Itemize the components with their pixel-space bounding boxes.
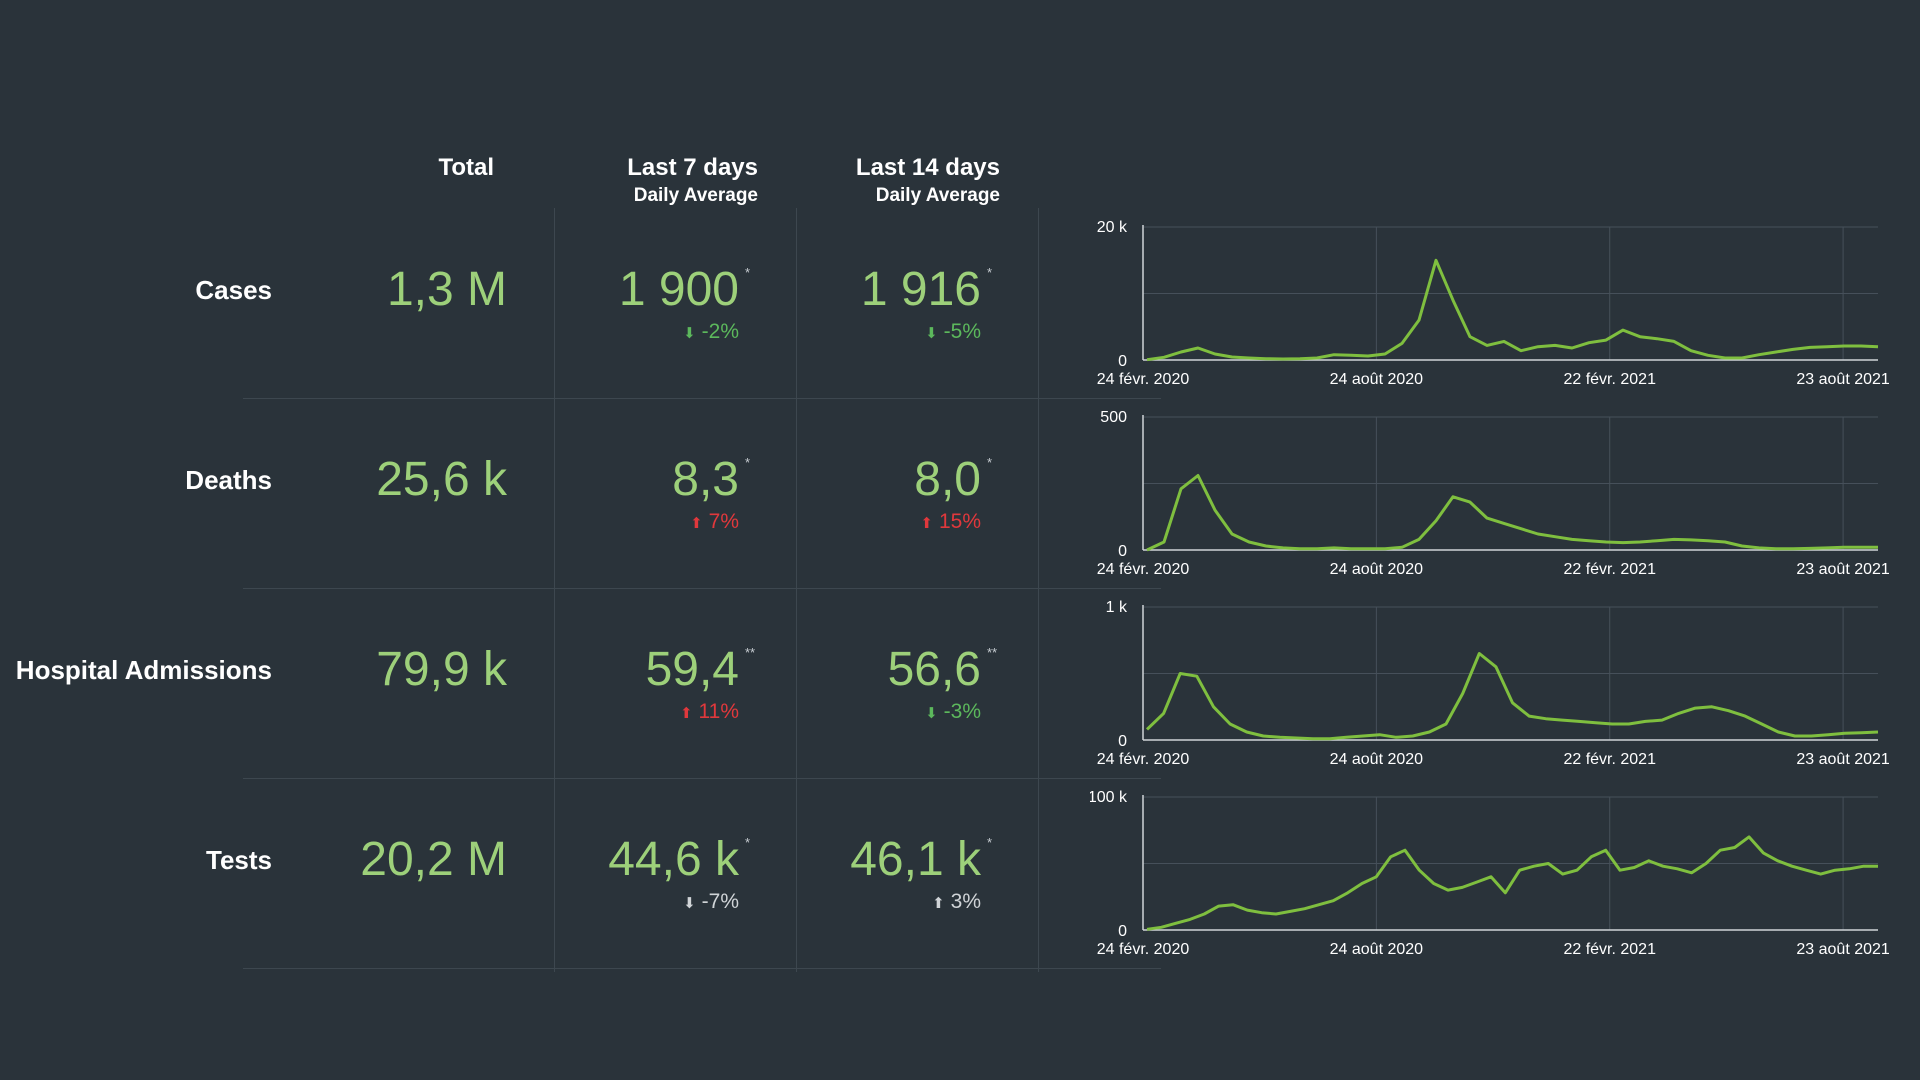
column-divider <box>796 208 797 972</box>
header-last7-label: Last 7 days <box>627 154 758 181</box>
x-tick-label: 24 août 2020 <box>1330 371 1424 388</box>
last7-change-value: 7% <box>708 510 739 533</box>
x-tick-label: 23 août 2021 <box>1796 371 1890 388</box>
trend-arrow-icon: ⬆ <box>932 895 945 912</box>
last14-value: 8,0 <box>914 453 981 506</box>
header-last7-sub: Daily Average <box>633 185 758 206</box>
last14-footnote-mark: * <box>987 265 993 280</box>
last14-change: ⬆ 15% <box>920 510 981 534</box>
x-tick-label: 24 août 2020 <box>1330 941 1424 958</box>
series-line <box>1146 835 1878 931</box>
header-last14-label: Last 14 days <box>855 154 1000 181</box>
last7-footnote-mark: * <box>745 455 751 470</box>
row-label: Deaths <box>185 465 272 495</box>
last7-change-value: -2% <box>701 320 739 343</box>
x-tick-label: 24 août 2020 <box>1330 561 1424 578</box>
header-total: Total <box>438 153 494 183</box>
trend-arrow-icon: ⬆ <box>690 515 703 532</box>
last14-footnote-mark: ** <box>987 645 998 660</box>
y-tick-label: 100 k <box>1090 789 1128 806</box>
x-tick-label: 23 août 2021 <box>1796 941 1890 958</box>
trend-arrow-icon: ⬇ <box>683 895 696 912</box>
series-line <box>1146 258 1879 362</box>
last7-change: ⬆ 11% <box>680 700 739 724</box>
last14-value: 56,6 <box>887 643 981 696</box>
x-tick-label: 24 févr. 2020 <box>1097 941 1190 958</box>
last14-change: ⬆ 3% <box>932 890 981 914</box>
x-tick-label: 22 févr. 2021 <box>1563 941 1656 958</box>
x-tick-label: 22 févr. 2021 <box>1563 371 1656 388</box>
total-value: 79,9 k <box>376 643 507 696</box>
y-tick-label: 0 <box>1118 923 1127 940</box>
column-divider <box>554 208 555 972</box>
total-value: 25,6 k <box>376 453 507 506</box>
x-tick-label: 24 févr. 2020 <box>1097 371 1190 388</box>
total-value: 1,3 M <box>386 263 507 316</box>
header-total-label: Total <box>438 154 494 181</box>
last7-change: ⬇ -2% <box>683 320 739 344</box>
last14-change-value: 15% <box>938 510 981 533</box>
last7-value: 8,3 <box>672 453 739 506</box>
trend-arrow-icon: ⬇ <box>925 325 938 342</box>
total-value: 20,2 M <box>360 833 507 886</box>
y-tick-label: 0 <box>1118 733 1127 750</box>
last14-value: 46,1 k <box>850 833 981 886</box>
trend-arrow-icon: ⬆ <box>679 705 693 722</box>
trend-arrow-icon: ⬇ <box>925 705 938 722</box>
y-tick-label: 0 <box>1118 353 1127 370</box>
trend-arrow-icon: ⬇ <box>683 325 696 342</box>
x-tick-label: 23 août 2021 <box>1796 561 1890 578</box>
series-line <box>1146 474 1878 552</box>
last7-change: ⬇ -7% <box>683 890 739 914</box>
last7-change-value: 11% <box>698 700 739 723</box>
last7-footnote-mark: * <box>745 265 751 280</box>
last14-footnote-mark: * <box>987 835 993 850</box>
tests-line-chart: 100 k 024 févr. 2020 24 août 2020 22 févr. … <box>1090 789 1890 958</box>
row-divider <box>243 968 1161 969</box>
y-tick-label: 0 <box>1118 543 1127 560</box>
row-divider <box>243 588 1161 589</box>
last7-change: ⬆ 7% <box>690 510 739 534</box>
last14-change-value: -5% <box>943 320 981 343</box>
last7-value: 1 900 <box>618 263 739 316</box>
header-last14: Last 14 days Daily Average <box>856 153 1000 209</box>
y-tick-label: 20 k <box>1097 219 1128 236</box>
last7-footnote-mark: * <box>745 835 751 850</box>
row-divider <box>243 398 1161 399</box>
deaths-line-chart: 500 024 févr. 2020 24 août 2020 22 févr. 20… <box>1097 409 1890 578</box>
last14-change: ⬇ -5% <box>925 320 981 344</box>
x-tick-label: 24 févr. 2020 <box>1097 561 1190 578</box>
hospital-admissions-line-chart: 1 k 024 févr. 2020 24 août 2020 22 févr. 20… <box>1097 599 1890 768</box>
row-divider <box>243 778 1161 779</box>
x-tick-label: 24 août 2020 <box>1330 751 1424 768</box>
x-tick-label: 22 févr. 2021 <box>1563 751 1656 768</box>
x-tick-label: 24 févr. 2020 <box>1097 751 1190 768</box>
y-tick-label: 500 <box>1100 409 1127 426</box>
header-last14-sub: Daily Average <box>875 185 1000 206</box>
column-divider <box>1038 208 1039 972</box>
row-label: Hospital Admissions <box>15 655 272 685</box>
row-label: Tests <box>206 845 272 875</box>
series-line <box>1145 652 1879 741</box>
last14-change-value: -3% <box>943 700 981 723</box>
last14-change: ⬇ -3% <box>925 700 981 724</box>
y-tick-label: 1 k <box>1106 599 1128 616</box>
last7-value: 44,6 k <box>608 833 739 886</box>
x-tick-label: 23 août 2021 <box>1796 751 1890 768</box>
last14-change-value: 3% <box>950 890 981 913</box>
row-label: Cases <box>195 275 272 305</box>
trend-arrow-icon: ⬆ <box>920 515 933 532</box>
x-tick-label: 22 févr. 2021 <box>1563 561 1656 578</box>
cases-line-chart: 20 k 024 févr. 2020 24 août 2020 22 févr. 2… <box>1097 219 1890 388</box>
header-last7: Last 7 days Daily Average <box>627 153 758 209</box>
last14-footnote-mark: * <box>987 455 993 470</box>
last7-change-value: -7% <box>701 890 739 913</box>
last14-value: 1 916 <box>860 263 981 316</box>
last7-footnote-mark: ** <box>745 645 756 660</box>
last7-value: 59,4 <box>645 643 739 696</box>
